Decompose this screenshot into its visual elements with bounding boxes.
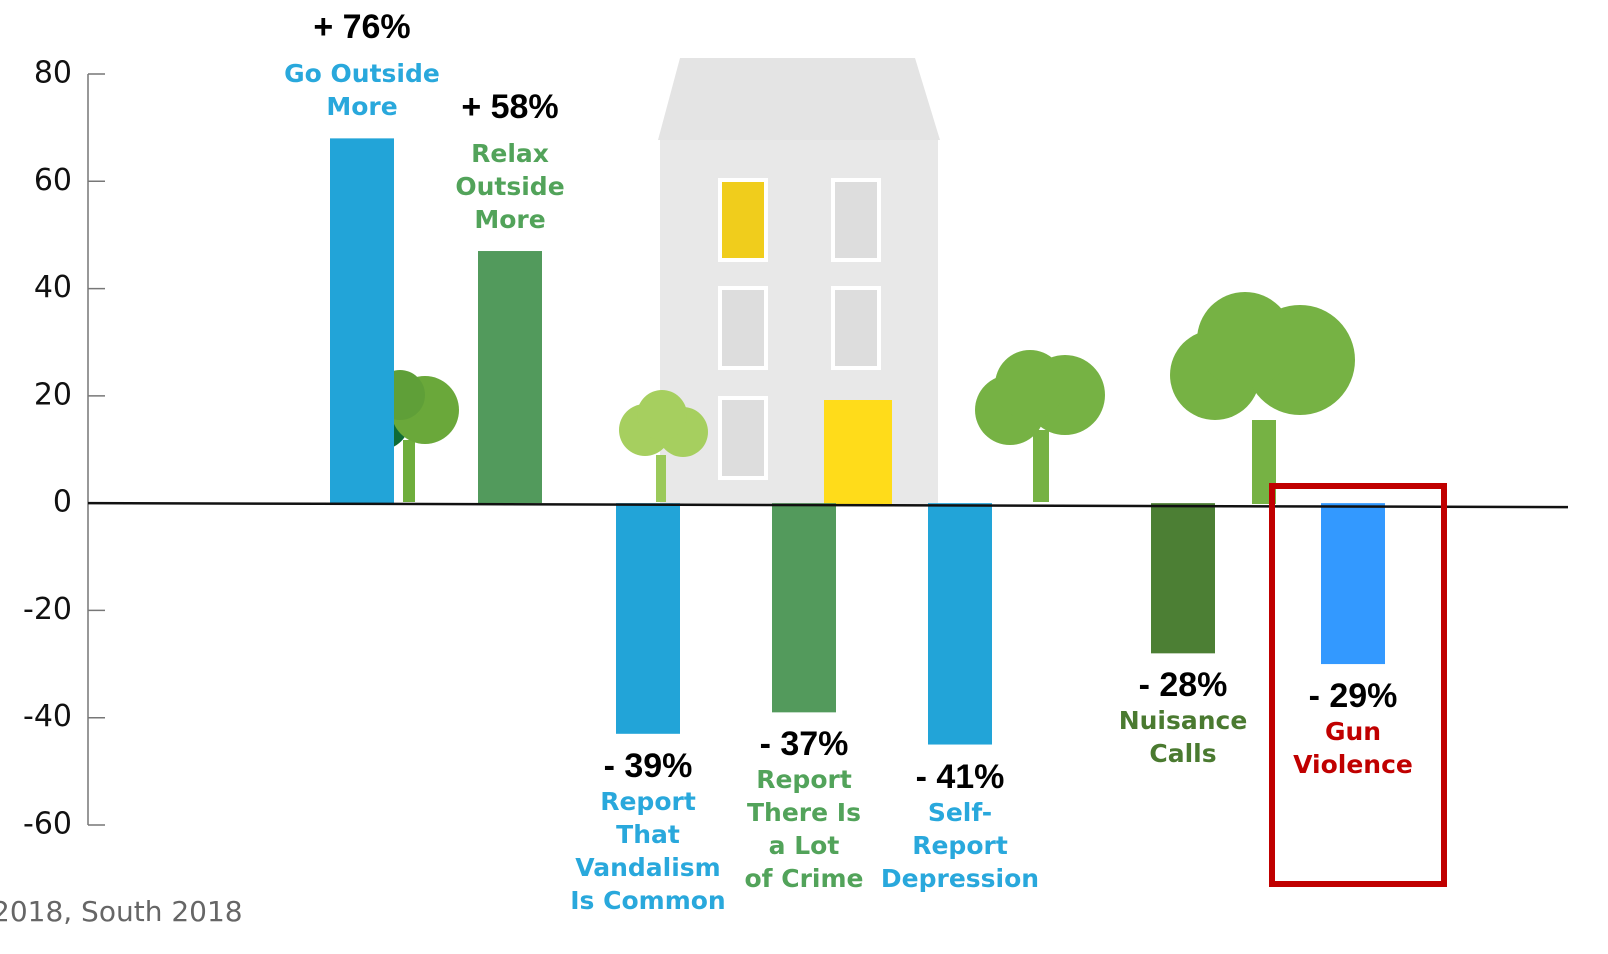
category-label: Report There Is a Lot of Crime (744, 765, 864, 894)
change-label: - 28% (1138, 666, 1228, 705)
change-label: - 37% (759, 725, 849, 764)
bar (1321, 503, 1385, 665)
bar (1151, 503, 1215, 654)
zero-line (87, 501, 1569, 509)
bar (616, 503, 680, 734)
y-tick-label: -60 (23, 807, 72, 842)
y-tick-label: 0 (53, 485, 72, 520)
y-tick-label: 40 (34, 270, 72, 305)
y-tick-label: 60 (34, 163, 72, 198)
y-tick-label: -20 (23, 592, 72, 627)
y-tick-label: 80 (34, 56, 72, 91)
change-label: - 39% (603, 746, 693, 785)
change-label: - 29% (1308, 677, 1398, 716)
category-label: Go Outside More (284, 59, 440, 122)
change-label: + 76% (313, 8, 411, 47)
bar (330, 138, 394, 504)
change-label: - 41% (915, 757, 1005, 796)
category-label: Relax Outside More (455, 139, 565, 235)
category-label: Gun Violence (1293, 717, 1413, 780)
bar (478, 251, 542, 504)
source: 2018, South 2018 (0, 895, 243, 928)
y-tick-label: -40 (23, 699, 72, 734)
category-label: Report That Vandalism Is Common (570, 786, 726, 915)
change-label: + 58% (461, 88, 559, 127)
illustration (350, 58, 1355, 505)
category-label: Nuisance Calls (1118, 706, 1248, 769)
y-tick-label: 20 (34, 377, 72, 412)
bar (928, 503, 992, 745)
category-label: Self- Report Depression (880, 797, 1040, 893)
bar (772, 503, 836, 713)
highlight-box (1269, 483, 1447, 887)
